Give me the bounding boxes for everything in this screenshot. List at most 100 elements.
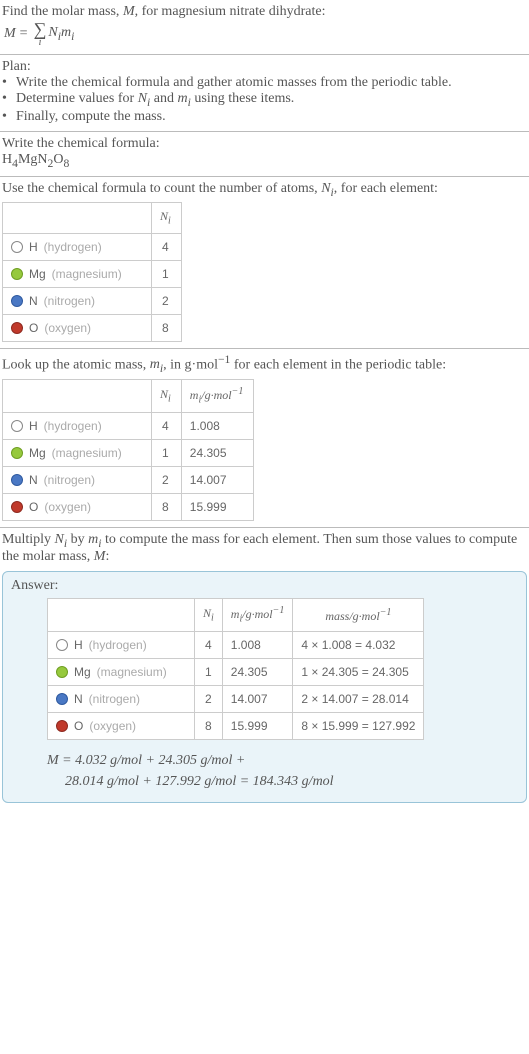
ni-cell: 8 (152, 314, 182, 341)
table-row: Mg(magnesium)124.305 (3, 439, 254, 466)
ni-cell: 4 (152, 233, 182, 260)
element-cell: H(hydrogen) (48, 631, 195, 658)
element-symbol: O (29, 500, 38, 514)
element-cell: O (oxygen) (48, 712, 195, 739)
element-name: (magnesium) (52, 267, 122, 281)
chemical-formula: H4MgN2O8 (2, 152, 527, 170)
element-cell: N(nitrogen) (3, 287, 152, 314)
sigma-icon: ∑ (34, 20, 47, 38)
element-dot-icon (56, 693, 68, 705)
element-symbol: Mg (74, 665, 91, 679)
table-header-row: Ni (3, 203, 182, 233)
intro-line1-suffix: , for magnesium nitrate dihydrate: (135, 4, 326, 19)
element-symbol: Mg (29, 267, 46, 281)
mass-cell: 8 × 15.999 = 127.992 (293, 712, 424, 739)
mi-cell: 15.999 (222, 712, 293, 739)
element-cell: Mg (magnesium) (48, 658, 195, 685)
plan-item: • Write the chemical formula and gather … (2, 75, 527, 91)
eq-lhs: M (4, 26, 16, 42)
ni-cell: 2 (195, 685, 223, 712)
element-dot-icon (56, 666, 68, 678)
formula-section: Write the chemical formula: H4MgN2O8 (0, 132, 529, 176)
element-symbol: N (29, 473, 38, 487)
th-ni: Ni (152, 203, 182, 233)
element-dot-icon (11, 447, 23, 459)
element-name: (nitrogen) (44, 473, 95, 487)
element-symbol: H (29, 419, 38, 433)
element-cell: N (nitrogen) (3, 466, 152, 493)
element-dot-icon (11, 420, 23, 432)
element-dot-icon (56, 639, 68, 651)
table-header-row: Ni mi/g·mol−1 (3, 380, 254, 412)
ni-cell: 4 (152, 412, 182, 439)
element-dot-icon (11, 322, 23, 334)
intro-line1: Find the molar mass, M, for magnesium ni… (2, 4, 527, 20)
mi-cell: 1.008 (181, 412, 254, 439)
table-row: O(oxygen)8 (3, 314, 182, 341)
count-heading: Use the chemical formula to count the nu… (2, 181, 527, 199)
ni-cell: 8 (152, 493, 182, 520)
ni-cell: 1 (152, 260, 182, 287)
eq-rhs: Nimi (48, 25, 74, 43)
element-dot-icon (11, 295, 23, 307)
plan-item-text: Write the chemical formula and gather at… (16, 75, 452, 91)
multiply-text: Multiply Ni by mi to compute the mass fo… (2, 532, 527, 566)
table-row: O (oxygen) 815.9998 × 15.999 = 127.992 (48, 712, 424, 739)
ni-cell: 1 (195, 658, 223, 685)
ni-cell: 8 (195, 712, 223, 739)
th-blank (3, 203, 152, 233)
mult-mvar: M (94, 549, 106, 564)
plan-item: • Finally, compute the mass. (2, 109, 527, 125)
formula-heading: Write the chemical formula: (2, 136, 527, 152)
bullet-icon: • (2, 91, 16, 109)
table-row: N(nitrogen)2 (3, 287, 182, 314)
table-row: Mg(magnesium)124.3051 × 24.305 = 24.305 (48, 658, 424, 685)
mult-prefix: Multiply (2, 532, 55, 547)
element-symbol: H (29, 240, 38, 254)
element-cell: H(hydrogen) (3, 233, 152, 260)
element-symbol: N (29, 294, 38, 308)
mass-cell: 2 × 14.007 = 28.014 (293, 685, 424, 712)
plan-item: • Determine values for Ni and mi using t… (2, 91, 527, 109)
th-mi: mi/g·mol−1 (222, 599, 293, 631)
mass-heading: Look up the atomic mass, mi, in g·mol−1 … (2, 353, 527, 375)
mass-section: Look up the atomic mass, mi, in g·mol−1 … (0, 349, 529, 527)
th-ni: Ni (152, 380, 182, 412)
ni-cell: 1 (152, 439, 182, 466)
count-heading-prefix: Use the chemical formula to count the nu… (2, 181, 321, 196)
element-dot-icon (11, 474, 23, 486)
element-symbol: N (74, 692, 83, 706)
element-dot-icon (56, 720, 68, 732)
element-name: (magnesium) (52, 446, 122, 460)
mass-table: Ni mi/g·mol−1 H(hydrogen)41.008Mg(magnes… (2, 379, 254, 520)
th-ni: Ni (195, 599, 223, 631)
mass-cell: 4 × 1.008 = 4.032 (293, 631, 424, 658)
element-symbol: O (74, 719, 83, 733)
bullet-icon: • (2, 109, 16, 125)
element-name: (nitrogen) (89, 692, 140, 706)
element-cell: Mg(magnesium) (3, 439, 152, 466)
th-blank (3, 380, 152, 412)
element-name: (oxygen) (89, 719, 136, 733)
element-dot-icon (11, 241, 23, 253)
answer-result-line1: M = 4.032 g/mol + 24.305 g/mol + (47, 750, 518, 771)
element-name: (magnesium) (97, 665, 167, 679)
mass-heading-mid: , in g·mol (163, 357, 218, 372)
answer-box: Answer: Ni mi/g·mol−1 mass/g·mol−1 H(hyd… (2, 571, 527, 802)
ni-cell: 2 (152, 287, 182, 314)
mult-by: by (67, 532, 88, 547)
mass-heading-exp: −1 (218, 353, 230, 366)
table-row: H(hydrogen)4 (3, 233, 182, 260)
element-cell: N (nitrogen) (48, 685, 195, 712)
intro-equation: M = ∑ i Nimi (2, 20, 527, 48)
element-dot-icon (11, 268, 23, 280)
element-name: (hydrogen) (44, 419, 102, 433)
element-symbol: H (74, 638, 83, 652)
mi-cell: 24.305 (181, 439, 254, 466)
eq-equals: = (20, 26, 28, 42)
intro-section: Find the molar mass, M, for magnesium ni… (0, 0, 529, 54)
plan-item-text: Finally, compute the mass. (16, 109, 166, 125)
mi-cell: 1.008 (222, 631, 293, 658)
mult-colon: : (105, 549, 109, 564)
mi-cell: 14.007 (222, 685, 293, 712)
